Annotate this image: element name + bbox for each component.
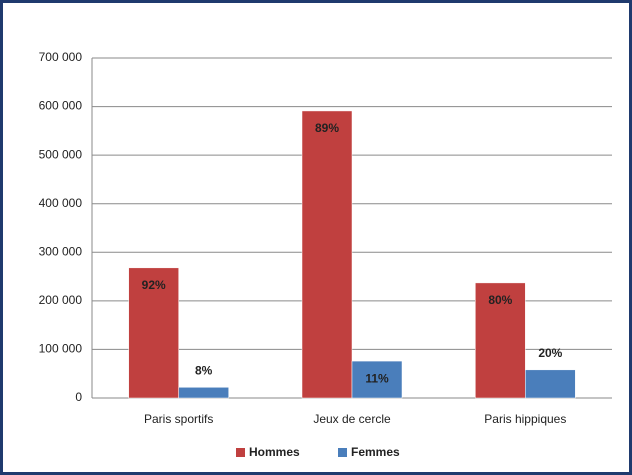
y-tick-label: 500 000 bbox=[39, 147, 83, 161]
share-label: 20% bbox=[538, 346, 562, 360]
share-label: 92% bbox=[142, 278, 166, 292]
share-label: 89% bbox=[315, 121, 339, 135]
y-tick-label: 100 000 bbox=[39, 342, 83, 356]
x-tick-label: Jeux de cercle bbox=[313, 412, 391, 426]
y-tick-label: 300 000 bbox=[39, 244, 83, 258]
bar bbox=[301, 110, 353, 399]
x-tick-label: Paris hippiques bbox=[484, 412, 566, 426]
legend-label: Femmes bbox=[351, 445, 400, 459]
y-tick-label: 0 bbox=[75, 390, 82, 404]
bar bbox=[178, 387, 229, 399]
legend-label: Hommes bbox=[249, 445, 300, 459]
bar bbox=[351, 360, 403, 399]
y-tick-label: 400 000 bbox=[39, 196, 83, 210]
x-tick-label: Paris sportifs bbox=[144, 412, 213, 426]
legend-swatch bbox=[338, 448, 347, 457]
y-tick-label: 600 000 bbox=[39, 99, 83, 113]
share-label: 11% bbox=[365, 371, 389, 385]
y-tick-label: 700 000 bbox=[39, 50, 83, 64]
share-label: 8% bbox=[195, 363, 213, 377]
legend-swatch bbox=[236, 448, 245, 457]
bar bbox=[475, 282, 526, 399]
bar bbox=[525, 369, 576, 399]
y-tick-label: 200 000 bbox=[39, 293, 83, 307]
bar bbox=[128, 267, 179, 399]
share-label: 80% bbox=[488, 293, 512, 307]
